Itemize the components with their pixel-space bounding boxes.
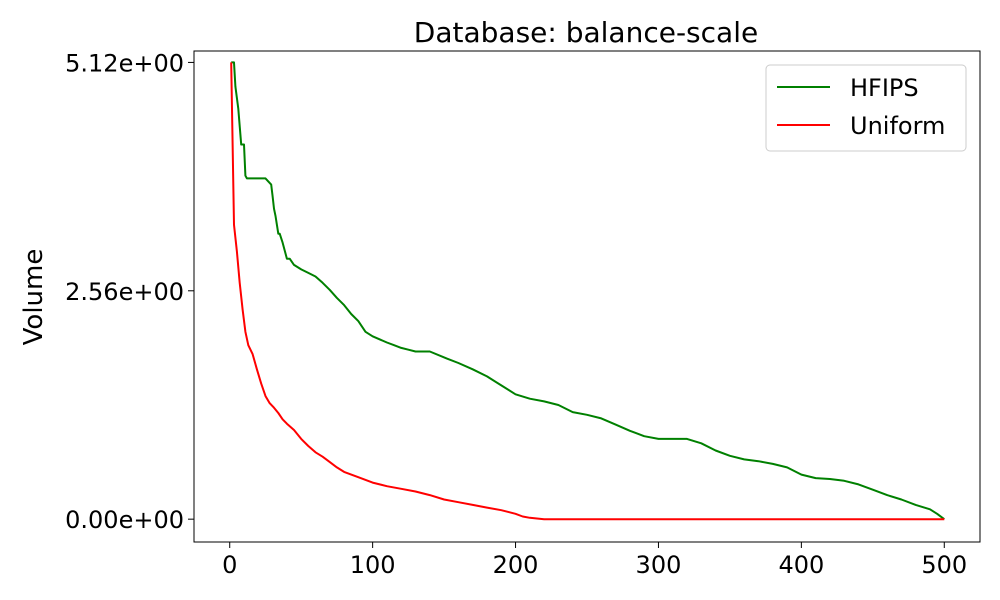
x-tick-label: 400	[778, 551, 824, 579]
legend-label-uniform: Uniform	[850, 112, 945, 140]
y-tick-label: 0.00e+00	[65, 506, 184, 534]
plot-area: 0 100 200 300 400 500 0.00e+00 2.56e+00 5.12e+00	[65, 49, 981, 579]
series-line-hfips	[231, 61, 945, 521]
x-tick-label: 300	[636, 551, 682, 579]
x-tick-label: 500	[921, 551, 967, 579]
x-tick-label: 200	[493, 551, 539, 579]
y-tick-label: 5.12e+00	[65, 49, 184, 77]
chart-title: Database: balance-scale	[414, 16, 758, 49]
series-line-uniform	[230, 62, 945, 521]
x-tick-label: 100	[350, 551, 396, 579]
x-tick-label: 0	[222, 551, 237, 579]
y-tick-label: 2.56e+00	[65, 278, 184, 306]
y-axis-label: Volume	[19, 249, 49, 346]
axes-frame	[193, 50, 981, 543]
legend: HFIPS Uniform	[765, 64, 967, 152]
legend-label-hfips: HFIPS	[850, 74, 919, 102]
